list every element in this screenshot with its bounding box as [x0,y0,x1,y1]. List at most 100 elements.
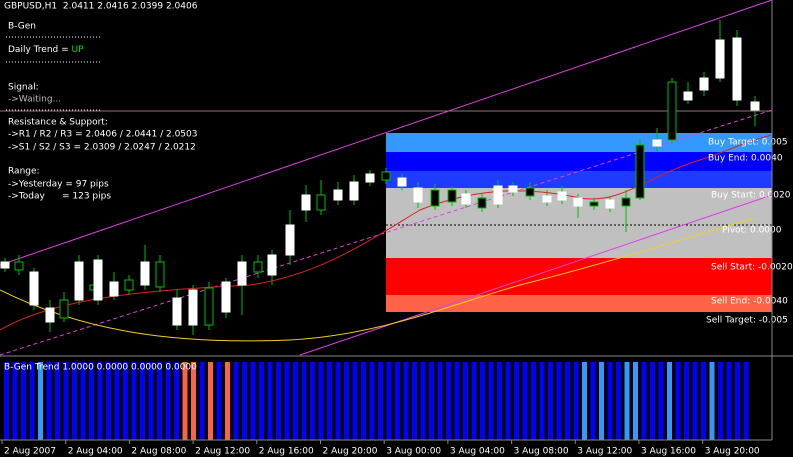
candle-body [621,197,631,207]
histogram-bar [582,362,587,440]
candle-body [14,261,24,271]
zone [386,295,772,312]
histogram-bar [106,362,111,440]
histogram-bar [616,362,621,440]
candle-body [381,171,391,181]
histogram-bar [403,362,409,440]
panel-text: ->Today = 123 pips [8,192,111,202]
x-tick-label: 2 Aug 08:00 [131,447,186,457]
histogram-bar [4,362,9,440]
histogram-bar [480,362,485,440]
histogram-bar [522,362,528,440]
panel-text: Resistance & Support: [8,118,108,128]
histogram-bar [12,362,18,440]
histogram-bar [463,362,468,440]
candle-body [715,39,725,79]
histogram-bar [497,362,502,440]
histogram-bar [21,362,26,440]
candle-body [493,185,503,205]
x-tick-label: 3 Aug 08:00 [514,447,569,457]
zone-label: Pivot: 0.0000 [722,226,782,236]
histogram-bar [675,362,681,440]
histogram-bar [80,362,86,440]
histogram-bar [514,362,519,440]
histogram-bar [395,362,400,440]
histogram-bar [565,362,570,440]
candle-body [349,181,359,201]
panel-text: ->S1 / S2 / S3 = 2.0309 / 2.0247 / 2.021… [8,143,196,153]
candle-body [557,191,567,201]
histogram-bar [454,362,460,440]
histogram-bar [548,362,553,440]
histogram-bar [718,362,723,440]
candle-body [285,224,295,256]
candle-body [605,199,615,209]
candle-body [253,261,263,273]
candle-body [45,307,55,323]
panel-text: ->Waiting... [8,95,61,105]
candle-body [573,197,583,207]
panel-text: ->Yesterday = 97 pips [8,180,109,190]
zone-label: Buy End: 0.0040 [708,154,783,164]
candle-body [301,194,311,211]
histogram-bar [182,362,188,440]
histogram-bar [344,362,349,440]
histogram-bar [216,362,222,440]
histogram-bar [131,362,137,440]
panel-title: B-Gen [8,22,36,32]
histogram-bar [284,362,290,440]
histogram-bar [378,362,383,440]
zone-label: Sell Target: -0.005 [706,316,788,326]
histogram-bar [38,362,43,440]
zone-label: Sell End: -0.0040 [711,297,788,307]
histogram-bar [140,362,145,440]
candle-body [0,261,10,269]
histogram-bar [63,362,69,440]
histogram-bar [174,362,179,440]
x-tick-label: 3 Aug 04:00 [450,447,505,457]
candle-body [124,279,134,291]
histogram-bar [335,362,341,440]
candle-body [365,173,375,183]
histogram-bar [46,362,52,440]
x-tick-label: 3 Aug 16:00 [641,447,696,457]
candle-body [59,299,69,319]
histogram-bar [97,362,103,440]
histogram-bar [199,362,205,440]
candle-body [667,81,677,141]
candle-body [237,261,247,286]
histogram-bar [276,362,281,440]
panel-text: Daily Trend = UP [8,45,84,55]
histogram-bar [743,362,749,440]
candle-body [397,177,407,187]
histogram-bar [684,362,689,440]
candle-body [732,37,742,101]
zone [386,152,772,171]
zone-labels: Buy Target: 0.005 Buy End: 0.0040 Buy St… [706,138,793,326]
histogram-bar [369,362,375,440]
candle-body [699,77,709,91]
x-tick-label: 2 Aug 12:00 [195,447,250,457]
candle-body [635,144,645,199]
histogram-bar [650,362,655,440]
histogram-bar [735,362,740,440]
candle-body [316,194,326,211]
histogram-bar [157,362,162,440]
histogram-bar [573,362,579,440]
candle-body [683,91,693,101]
histogram-bar [148,362,154,440]
zone-label: Buy Start: 0.0020 [711,191,791,201]
candle-body [155,261,165,288]
histogram-bar [556,362,562,440]
histogram-bar [726,362,732,440]
candle-body [525,187,535,197]
zone [386,258,772,295]
x-tick-label: 2 Aug 2007 [4,447,56,457]
x-tick-label: 3 Aug 12:00 [577,447,632,457]
histogram-bar [488,362,494,440]
histogram-bar [208,362,213,440]
histogram-bar [29,362,35,440]
histogram-bar [692,362,698,440]
histogram-bar [599,362,604,440]
histogram-bar [361,362,366,440]
